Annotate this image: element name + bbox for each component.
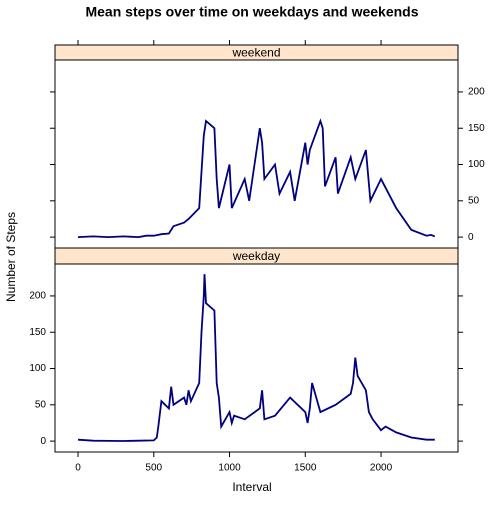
x-tick-label: 1000	[218, 463, 241, 474]
y-tick-label: 100	[468, 159, 485, 170]
y-tick-label: 200	[468, 87, 485, 98]
x-axis-label: Interval	[232, 480, 271, 494]
y-tick-label: 0	[40, 436, 46, 447]
strip-label: weekend	[231, 46, 280, 60]
y-tick-label: 50	[35, 399, 47, 410]
strip-label: weekday	[232, 249, 280, 263]
y-tick-label: 200	[29, 291, 46, 302]
line	[77, 274, 435, 442]
panel	[54, 263, 459, 453]
y-tick-label: 50	[468, 195, 480, 206]
y-axis-label: Number of Steps	[4, 212, 18, 302]
y-tick-label: 0	[468, 232, 474, 243]
chart-title: Mean steps over time on weekdays and wee…	[85, 4, 418, 20]
x-tick-label: 1500	[294, 463, 317, 474]
y-tick-label: 150	[29, 327, 46, 338]
y-tick-label: 150	[468, 123, 485, 134]
x-tick-label: 0	[75, 463, 81, 474]
y-tick-label: 100	[29, 363, 46, 374]
x-tick-label: 2000	[370, 463, 393, 474]
x-tick-label: 500	[145, 463, 162, 474]
line	[77, 118, 436, 239]
